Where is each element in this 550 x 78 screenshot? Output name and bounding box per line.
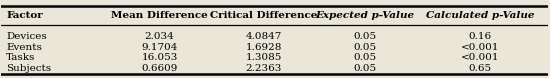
Text: 0.05: 0.05 (353, 43, 376, 52)
Text: Events: Events (6, 43, 42, 52)
Text: 9.1704: 9.1704 (141, 43, 178, 52)
Text: Calculated p-Value: Calculated p-Value (426, 11, 534, 20)
Text: 1.6928: 1.6928 (245, 43, 282, 52)
Text: 1.3085: 1.3085 (245, 53, 282, 62)
Text: 0.05: 0.05 (353, 32, 376, 41)
Text: 0.05: 0.05 (353, 53, 376, 62)
Text: 0.16: 0.16 (468, 32, 492, 41)
Text: Devices: Devices (6, 32, 47, 41)
Text: 16.053: 16.053 (141, 53, 178, 62)
Text: 2.2363: 2.2363 (245, 64, 282, 73)
Text: <0.001: <0.001 (461, 53, 499, 62)
Text: Factor: Factor (6, 11, 43, 20)
Text: Mean Difference: Mean Difference (111, 11, 208, 20)
Text: 2.034: 2.034 (145, 32, 174, 41)
Text: Subjects: Subjects (6, 64, 51, 73)
Text: 0.05: 0.05 (353, 64, 376, 73)
Text: Tasks: Tasks (6, 53, 36, 62)
Text: Expected p-Value: Expected p-Value (315, 11, 415, 20)
Text: 0.65: 0.65 (468, 64, 492, 73)
Text: 0.6609: 0.6609 (141, 64, 178, 73)
Text: Critical Difference: Critical Difference (210, 11, 317, 20)
Text: <0.001: <0.001 (461, 43, 499, 52)
Text: 4.0847: 4.0847 (245, 32, 282, 41)
